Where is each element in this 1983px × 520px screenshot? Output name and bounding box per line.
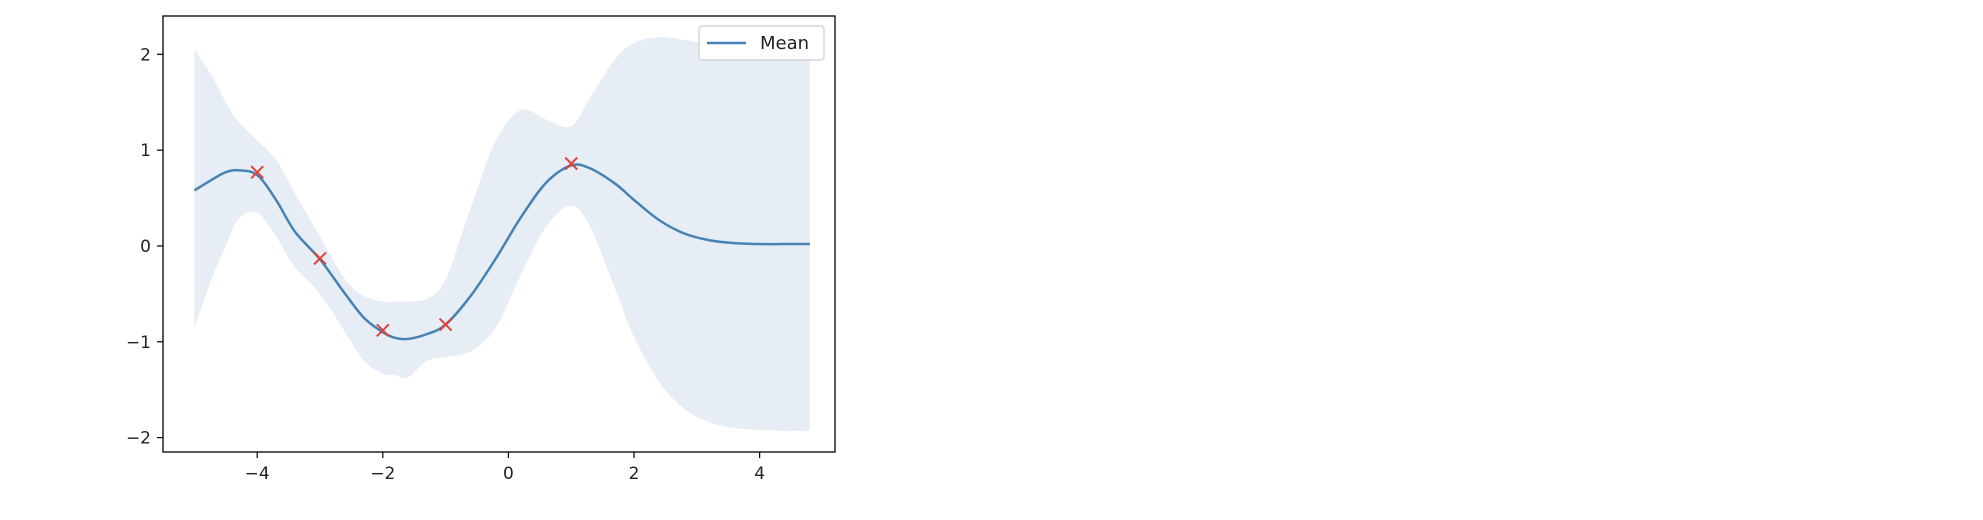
observation-marker [438, 317, 453, 332]
x-tick-label: 4 [754, 464, 765, 484]
x-tick-label: 0 [503, 464, 514, 484]
legend-label: Mean [760, 33, 809, 54]
confidence-band-layer [194, 37, 810, 431]
y-tick-label: 2 [140, 45, 151, 65]
x-tick-label: −4 [245, 464, 270, 484]
x-tick-label: 2 [629, 464, 640, 484]
observation-marker [376, 323, 390, 338]
legend-box [698, 25, 825, 61]
y-tick-label: −1 [126, 333, 151, 353]
y-axis: −2 −1 0 1 2 [126, 45, 163, 449]
mean-line [193, 163, 810, 341]
mean-line-layer [193, 163, 810, 341]
observation-marker [250, 165, 264, 179]
observation-marker [564, 156, 578, 171]
y-tick-label: 1 [140, 141, 151, 161]
observation-marker [313, 251, 327, 266]
y-tick-label: 0 [140, 237, 151, 257]
plot-frame [162, 15, 836, 453]
confidence-band [194, 37, 810, 431]
x-tick-label: −2 [370, 464, 395, 484]
x-axis: −4 −2 0 2 4 [245, 452, 765, 484]
legend: Mean [698, 25, 825, 61]
y-tick-label: −2 [126, 429, 151, 449]
observation-markers [250, 156, 578, 338]
